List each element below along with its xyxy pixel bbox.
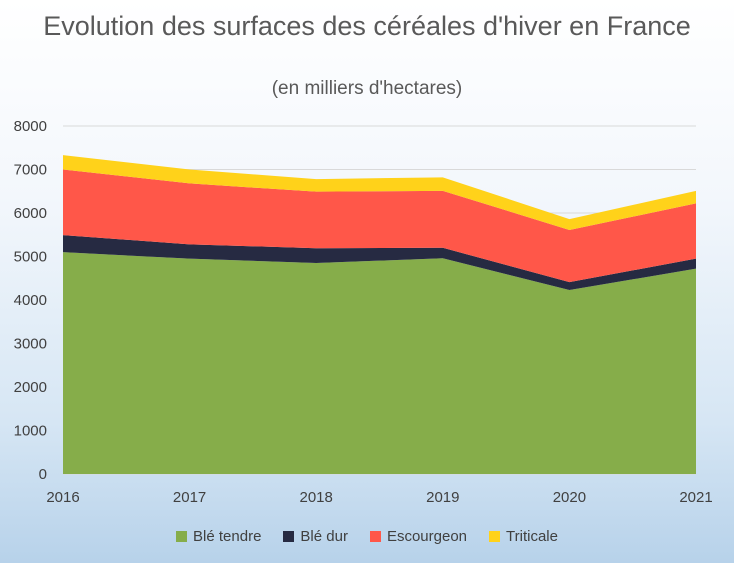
- area-escourgeon: [63, 169, 696, 283]
- legend-label: Blé dur: [300, 528, 348, 545]
- y-tick-label: 3000: [14, 336, 47, 353]
- y-tick-label: 7000: [14, 162, 47, 179]
- chart-title: Evolution des surfaces des céréales d'hi…: [43, 11, 691, 41]
- legend-swatch: [369, 531, 381, 542]
- series-areas: [63, 155, 696, 474]
- legend-label: Escourgeon: [386, 528, 468, 545]
- y-tick-label: 4000: [14, 292, 47, 309]
- legend-swatch: [176, 531, 188, 542]
- area-bl-dur: [63, 235, 696, 290]
- x-tick-label: 2021: [679, 489, 712, 506]
- legend-item: Escourgeon: [369, 528, 468, 545]
- legend-swatch: [489, 531, 501, 542]
- legend-item: Blé dur: [283, 528, 348, 545]
- legend-label: Blé tendre: [193, 528, 262, 545]
- x-tick-label: 2018: [300, 489, 333, 506]
- area-triticale: [63, 155, 696, 230]
- chart-subtitle: (en milliers d'hectares): [271, 78, 463, 99]
- legend-swatch: [283, 531, 295, 542]
- x-axis-ticks: 2016 2017 2018 2019 2020 2021: [46, 489, 712, 506]
- x-tick-label: 2019: [426, 489, 459, 506]
- y-tick-label: 1000: [14, 423, 47, 440]
- legend-item: Blé tendre: [176, 528, 261, 545]
- x-tick-label: 2016: [46, 489, 79, 506]
- y-tick-label: 5000: [14, 249, 47, 266]
- y-tick-label: 8000: [14, 118, 47, 135]
- x-tick-label: 2020: [553, 489, 586, 506]
- area-bl-tendre: [63, 252, 696, 474]
- x-tick-label: 2017: [173, 489, 206, 506]
- legend-item: Triticale: [489, 528, 558, 545]
- y-axis-ticks: 0 1000 2000 3000 4000 5000 6000 7000 8000: [14, 118, 47, 483]
- legend-label: Triticale: [506, 528, 558, 545]
- y-tick-label: 2000: [14, 379, 47, 396]
- legend: Blé tendre Blé dur Escourgeon Triticale: [0, 528, 734, 545]
- y-tick-label: 6000: [14, 205, 47, 222]
- y-tick-label: 0: [39, 466, 47, 483]
